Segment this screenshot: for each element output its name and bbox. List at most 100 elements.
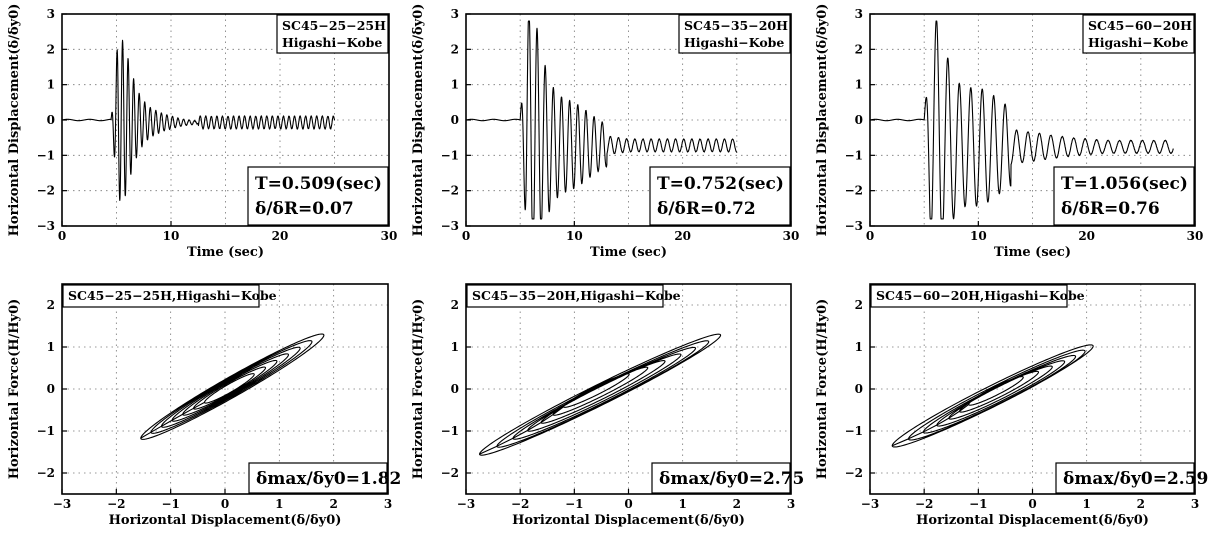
y-tick-label: 1	[451, 78, 459, 92]
data-series-line	[891, 344, 1094, 448]
x-tick-label: 10	[566, 229, 583, 243]
x-tick-label: 1	[275, 497, 283, 511]
x-axis-label: Horizontal Displacement(δ/δy0)	[512, 513, 745, 528]
annotation-line: δ/δR=0.07	[255, 199, 354, 219]
annotation-line: δmax/δy0=2.59	[1063, 469, 1208, 489]
x-tick-label: 3	[1191, 497, 1199, 511]
y-tick-label: 1	[47, 78, 55, 92]
specimen-label-box	[678, 14, 791, 54]
x-tick-label: 2	[1137, 497, 1145, 511]
y-tick-label: −2	[845, 184, 863, 198]
y-tick-label: −1	[37, 424, 55, 438]
x-tick-label: 30	[1187, 229, 1204, 243]
x-tick-label: 1	[1082, 497, 1090, 511]
specimen-label-box	[466, 284, 664, 308]
specimen-label-line: Higashi−Kobe	[1088, 35, 1188, 50]
annotation-box	[1055, 462, 1195, 494]
x-tick-label: 0	[866, 229, 874, 243]
annotation-line: T=0.752(sec)	[657, 174, 784, 194]
annotation-box	[247, 166, 389, 226]
y-tick-label: 3	[451, 7, 459, 21]
y-axis-label: Horizontal Force(H/Hy0)	[815, 299, 830, 480]
y-tick-label: 2	[855, 42, 863, 56]
x-tick-label: 2	[733, 497, 741, 511]
x-tick-label: 0	[58, 229, 66, 243]
y-tick-label: 1	[451, 340, 459, 354]
y-tick-label: 2	[451, 298, 459, 312]
specimen-label-line: SC45−35−20H,Higashi−Kobe	[472, 288, 681, 303]
x-axis-label: Time (sec)	[187, 245, 264, 260]
x-axis-label: Horizontal Displacement(δ/δy0)	[916, 513, 1149, 528]
y-tick-label: −3	[37, 219, 55, 233]
x-axis-label: Time (sec)	[590, 245, 667, 260]
y-tick-label: −2	[37, 184, 55, 198]
annotation-box	[1053, 166, 1195, 226]
x-tick-label: 3	[787, 497, 795, 511]
x-tick-label: 30	[783, 229, 800, 243]
y-tick-label: −2	[441, 184, 459, 198]
x-tick-label: −1	[565, 497, 583, 511]
x-tick-label: 20	[272, 229, 289, 243]
data-series-line	[61, 39, 336, 201]
x-tick-label: 20	[1078, 229, 1095, 243]
y-tick-label: 2	[855, 298, 863, 312]
y-axis-label: Horizontal Force(H/Hy0)	[7, 299, 22, 480]
data-series-line	[140, 333, 325, 440]
specimen-label-line: SC45−35−20H	[684, 18, 788, 33]
y-tick-label: 0	[47, 113, 55, 127]
x-tick-label: 10	[970, 229, 987, 243]
x-tick-label: −2	[511, 497, 529, 511]
y-tick-label: −1	[845, 424, 863, 438]
y-tick-label: 0	[451, 382, 459, 396]
annotation-box	[649, 166, 791, 226]
specimen-label-box	[870, 284, 1068, 308]
y-tick-label: −3	[441, 219, 459, 233]
y-tick-label: −2	[441, 466, 459, 480]
x-tick-label: 0	[1028, 497, 1036, 511]
chart-panel-5: −3 −2 −1 0 1 2 3 2 1 0 −1 −2 Horizontal Displacement…	[411, 283, 804, 528]
chart-panel-6: −3 −2 −1 0 1 2 3 2 1 0 −1 −2 Horizontal Displacement…	[815, 283, 1208, 528]
y-tick-label: −1	[441, 424, 459, 438]
annotation-line: δ/δR=0.72	[657, 199, 756, 219]
x-tick-label: −2	[107, 497, 125, 511]
data-series-line	[478, 333, 722, 456]
x-tick-label: 30	[381, 229, 398, 243]
specimen-label-box	[276, 14, 389, 54]
x-tick-label: 0	[221, 497, 229, 511]
x-tick-label: −1	[969, 497, 987, 511]
specimen-label-line: SC45−60−20H,Higashi−Kobe	[876, 288, 1085, 303]
y-tick-label: 2	[451, 42, 459, 56]
data-series-line	[869, 20, 1174, 220]
data-series-line	[465, 20, 738, 220]
x-tick-label: 3	[384, 497, 392, 511]
annotation-box	[248, 462, 388, 494]
y-tick-label: −2	[37, 466, 55, 480]
y-tick-label: 3	[855, 7, 863, 21]
x-tick-label: −3	[457, 497, 475, 511]
y-axis-label: Horizontal Force(H/Hy0)	[411, 299, 426, 480]
y-tick-label: 2	[47, 298, 55, 312]
y-tick-label: 0	[451, 113, 459, 127]
x-tick-label: 20	[674, 229, 691, 243]
y-tick-label: −1	[441, 148, 459, 162]
x-tick-label: 1	[678, 497, 686, 511]
y-tick-label: 0	[855, 113, 863, 127]
specimen-label-box	[62, 284, 260, 308]
y-tick-label: 0	[855, 382, 863, 396]
annotation-line: δ/δR=0.76	[1061, 199, 1160, 219]
x-tick-label: −1	[161, 497, 179, 511]
annotation-box	[651, 462, 791, 494]
chart-panel-4: −3 −2 −1 0 1 2 3 2 1 0 −1 −2 Horizontal Displacement…	[7, 283, 401, 528]
x-tick-label: −3	[861, 497, 879, 511]
y-tick-label: −1	[845, 148, 863, 162]
x-axis-label: Horizontal Displacement(δ/δy0)	[109, 513, 342, 528]
annotation-line: δmax/δy0=2.75	[659, 469, 804, 489]
y-tick-label: 1	[855, 340, 863, 354]
annotation-line: T=0.509(sec)	[255, 174, 382, 194]
specimen-label-line: SC45−60−20H	[1088, 18, 1192, 33]
specimen-label-line: SC45−25−25H,Higashi−Kobe	[68, 288, 277, 303]
specimen-label-box	[1082, 14, 1195, 54]
